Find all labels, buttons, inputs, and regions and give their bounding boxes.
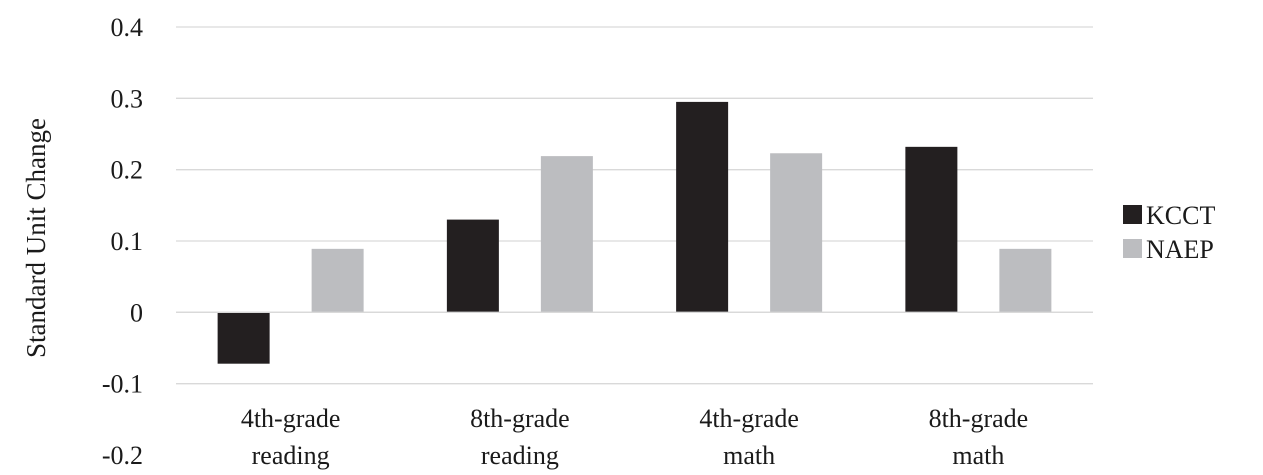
bar-kcct-2 — [676, 101, 729, 313]
legend: KCCT NAEP — [1123, 201, 1215, 264]
bar-naep-2 — [770, 153, 823, 313]
x-category-label: math — [723, 441, 775, 470]
y-tick-label: 0 — [130, 298, 143, 327]
x-category-label: math — [952, 441, 1004, 470]
x-category-label: 8th-grade — [929, 404, 1029, 433]
y-tick-label: -0.1 — [102, 370, 143, 399]
x-category-label: 8th-grade — [470, 404, 570, 433]
x-category-label: reading — [481, 441, 559, 470]
bar-naep-3 — [999, 248, 1052, 313]
x-axis-categories: 4th-grade reading 8th-grade reading 4th-grad… — [241, 404, 1028, 470]
x-category-label: 4th-grade — [699, 404, 799, 433]
y-tick-label: 0.4 — [111, 13, 144, 42]
y-tick-label: 0.2 — [111, 156, 144, 185]
legend-swatch-naep — [1123, 239, 1142, 258]
x-category-label: 4th-grade — [241, 404, 341, 433]
bar-kcct-1 — [446, 219, 499, 313]
x-category-label: reading — [252, 441, 330, 470]
bar-kcct-0 — [217, 312, 270, 364]
bar-naep-1 — [540, 156, 593, 313]
bar-naep-0 — [311, 248, 364, 313]
y-tick-label: 0.3 — [111, 84, 144, 113]
y-axis-label: Standard Unit Change — [21, 118, 51, 358]
bar-kcct-3 — [905, 146, 958, 313]
y-tick-label: -0.2 — [102, 441, 143, 470]
legend-swatch-kcct — [1123, 205, 1142, 224]
y-tick-label: 0.1 — [111, 227, 144, 256]
legend-label-kcct: KCCT — [1146, 201, 1215, 230]
bars — [176, 101, 1093, 364]
legend-label-naep: NAEP — [1146, 235, 1214, 264]
y-axis-ticks: 0.4 0.3 0.2 0.1 0 -0.1 -0.2 — [102, 13, 143, 470]
